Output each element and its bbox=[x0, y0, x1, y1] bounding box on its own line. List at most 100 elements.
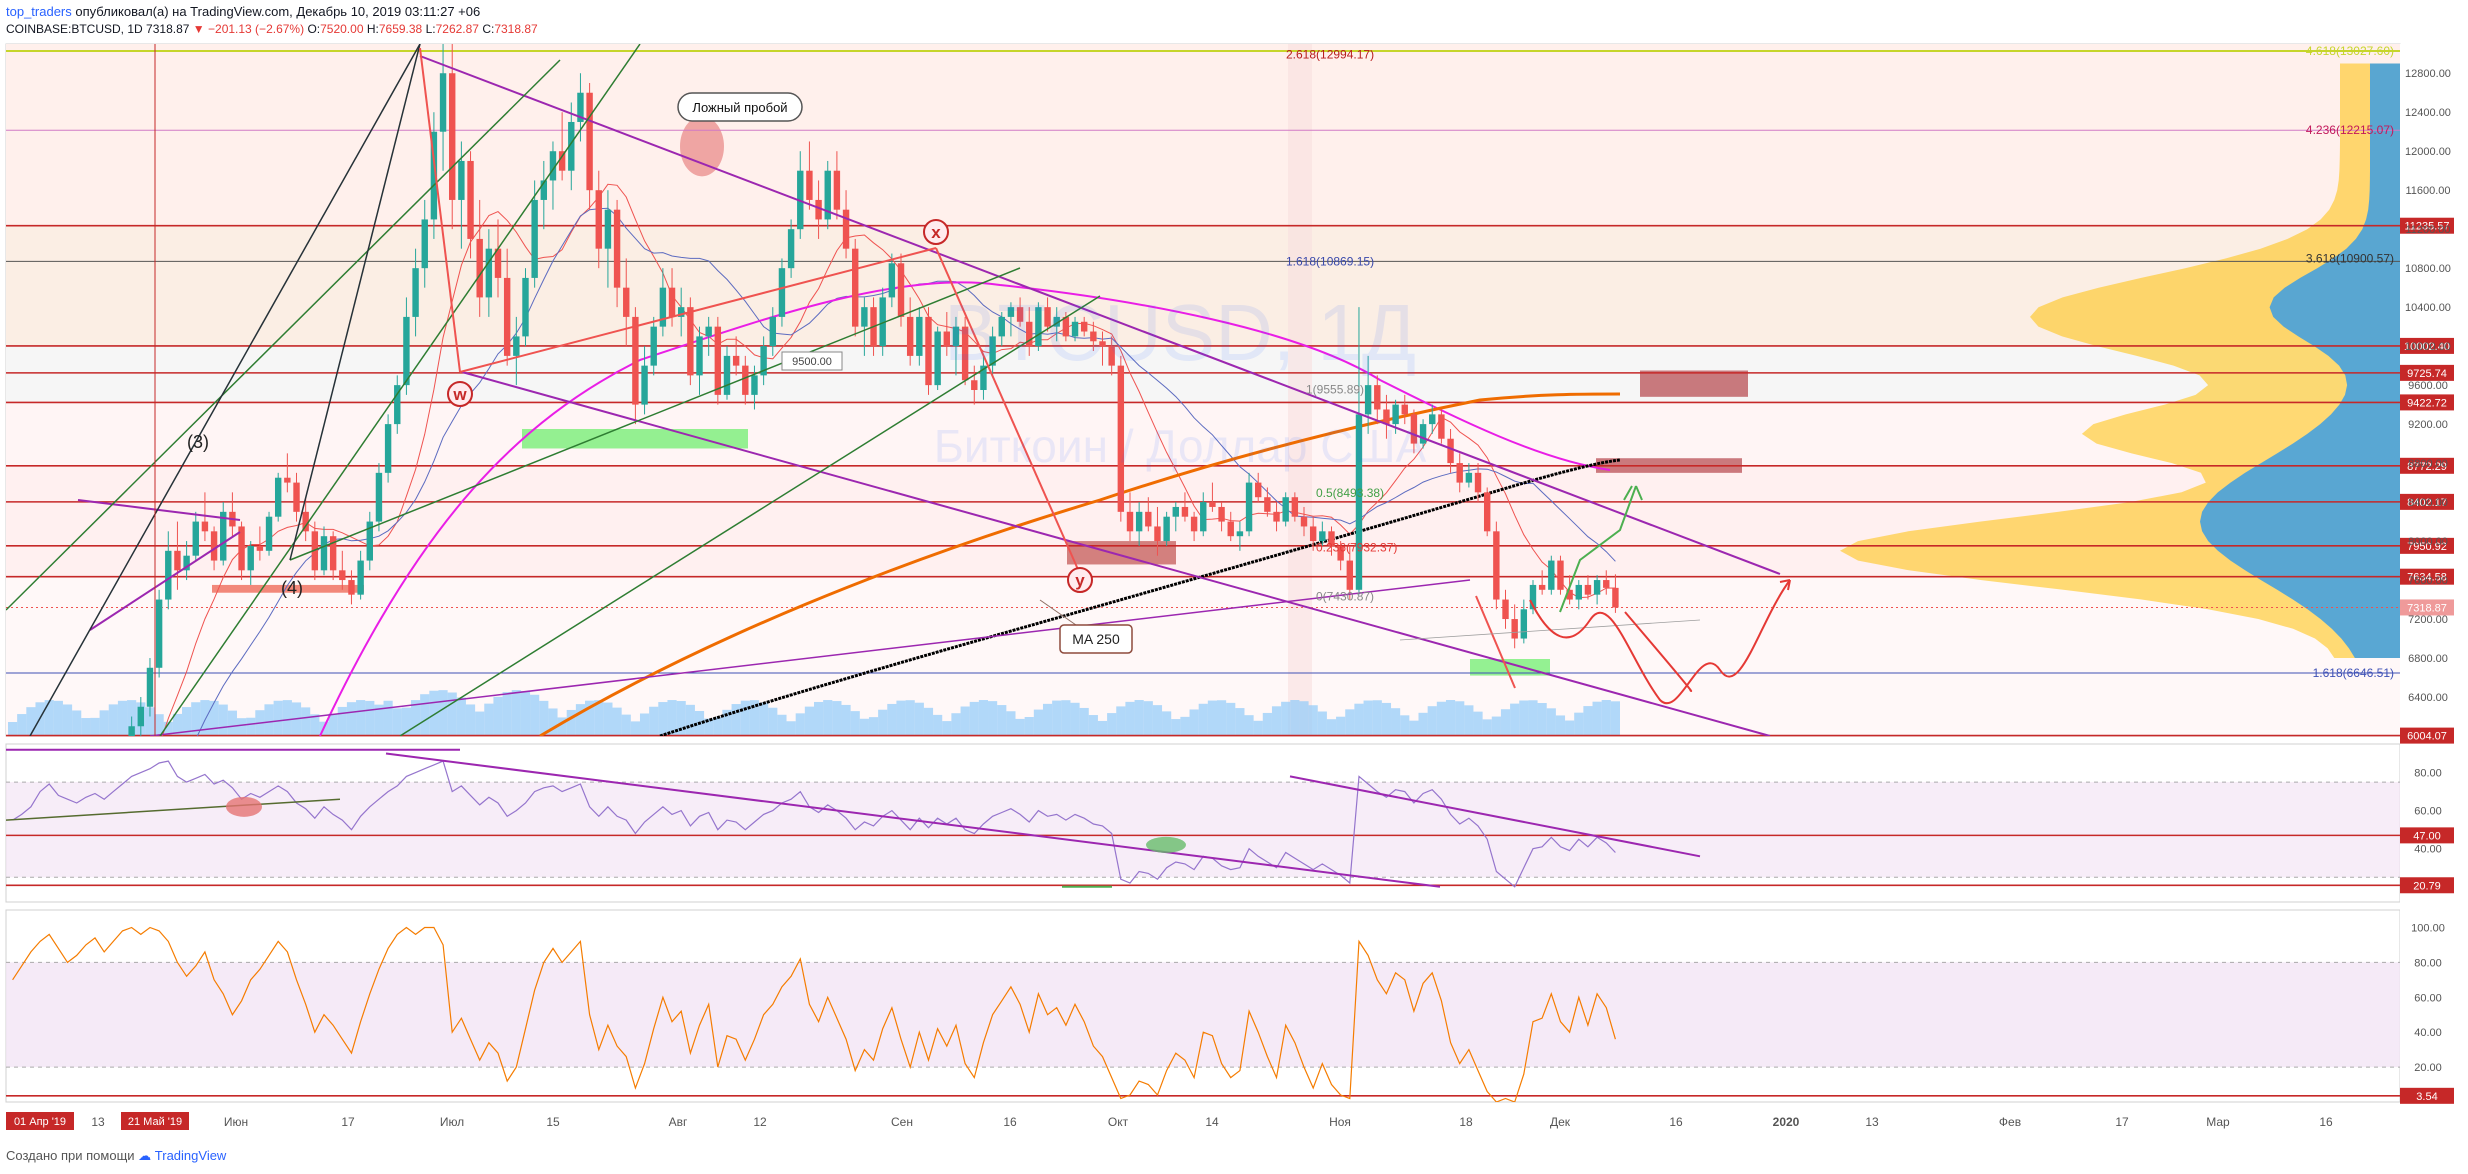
volume-bar bbox=[997, 705, 1007, 736]
candle-body bbox=[1309, 526, 1317, 542]
price-tick-label: 8000.00 bbox=[2408, 536, 2448, 548]
rsi-trend-purple-2 bbox=[1289, 775, 1701, 858]
volume-bar bbox=[1207, 700, 1217, 736]
rsi-tick-label: 80.00 bbox=[2414, 768, 2442, 780]
btcusd-chart[interactable]: BTCUSD, 1Д Биткоин / Доллар США 2.618(12… bbox=[0, 0, 2468, 1140]
volume-bar bbox=[438, 690, 448, 736]
volume-bar bbox=[447, 692, 457, 736]
volume-bar bbox=[832, 701, 842, 736]
volume-bar bbox=[1107, 713, 1117, 736]
volume-bar bbox=[26, 707, 36, 736]
candle-body bbox=[1575, 584, 1582, 600]
candle-body bbox=[265, 516, 273, 551]
candle-body bbox=[586, 92, 593, 191]
candle-body bbox=[558, 151, 566, 171]
candle-body bbox=[952, 326, 960, 347]
high-label: H: bbox=[366, 22, 379, 36]
price-tick-label: 11600.00 bbox=[2405, 185, 2450, 197]
candle-body bbox=[1557, 560, 1564, 590]
ma250-pointer bbox=[1039, 599, 1077, 626]
candle-body bbox=[183, 555, 190, 571]
rsi-tick-label: 60.00 bbox=[2414, 806, 2442, 818]
stoch-indicator bbox=[6, 926, 2400, 1102]
candle-body bbox=[1255, 482, 1262, 498]
volume-bar bbox=[823, 700, 833, 736]
candle-body bbox=[1346, 560, 1354, 590]
wave-w-label-circle bbox=[447, 381, 473, 407]
fib-label: 0.5(8493.38) bbox=[1316, 486, 1384, 500]
ma-250 bbox=[659, 458, 1621, 736]
green-line-4 bbox=[399, 295, 1101, 736]
candle-body bbox=[339, 570, 346, 581]
candle-body bbox=[980, 365, 987, 390]
wave-x-label: x bbox=[931, 223, 941, 242]
time-tick-label: Мар bbox=[2206, 1115, 2230, 1129]
candles bbox=[128, 44, 1619, 736]
volume-bar bbox=[1326, 719, 1337, 736]
volume-bar bbox=[154, 714, 164, 736]
rsi-indicator bbox=[6, 748, 2400, 888]
candle-body bbox=[348, 580, 355, 595]
volume-bar bbox=[1574, 712, 1584, 736]
candle-body bbox=[1520, 609, 1528, 639]
volume-bar bbox=[1116, 706, 1126, 736]
volume-bar bbox=[575, 704, 586, 736]
candle-body bbox=[787, 229, 795, 269]
volume-bar bbox=[988, 701, 998, 736]
candle-body bbox=[879, 297, 886, 347]
green-projection bbox=[1559, 485, 1637, 613]
price-tick-label: 6400.00 bbox=[2408, 692, 2448, 704]
candle-body bbox=[897, 263, 905, 317]
level-tag bbox=[2400, 337, 2454, 354]
candle-body bbox=[650, 326, 657, 366]
stoch-line bbox=[12, 926, 1616, 1102]
volume-bar bbox=[1601, 700, 1611, 736]
volume-bar bbox=[585, 700, 595, 736]
candle-body bbox=[1007, 307, 1015, 317]
drop-arrow-line bbox=[1475, 595, 1516, 689]
ma-short-red bbox=[161, 183, 1616, 736]
volume-profile-down bbox=[2200, 63, 2400, 659]
volume-bar bbox=[465, 704, 476, 736]
volume-bar bbox=[1262, 712, 1272, 736]
candle-body bbox=[1264, 497, 1271, 512]
candle-body bbox=[1016, 307, 1024, 322]
level-tag-label: 8402.17 bbox=[2407, 497, 2447, 509]
candle-body bbox=[485, 248, 493, 298]
candle-body bbox=[1383, 409, 1390, 425]
candle-body bbox=[1419, 424, 1427, 444]
level-tag-label: 8772.29 bbox=[2407, 461, 2447, 473]
volume-bar bbox=[411, 700, 421, 736]
time-axis[interactable] bbox=[6, 1108, 2400, 1134]
candle-body bbox=[1328, 531, 1335, 546]
volume-bar bbox=[1006, 711, 1016, 736]
time-tag-label: 21 Май '19 bbox=[128, 1116, 182, 1128]
level-tag bbox=[2400, 493, 2454, 510]
channel-lower bbox=[461, 371, 1771, 736]
candle-body bbox=[1548, 560, 1555, 590]
volume-bar bbox=[658, 702, 668, 736]
candle-body bbox=[165, 550, 172, 600]
candle-body bbox=[1145, 511, 1152, 527]
open-label: O: bbox=[307, 22, 321, 36]
price-tick-label: 10800.00 bbox=[2405, 263, 2451, 275]
candle-body bbox=[751, 375, 758, 395]
tradingview-link[interactable]: TradingView bbox=[154, 1148, 227, 1163]
volume-bar bbox=[1528, 700, 1538, 736]
candle-body bbox=[623, 287, 630, 317]
volume-bar bbox=[1473, 711, 1483, 736]
candle-body bbox=[971, 380, 978, 390]
time-tag-label: 01 Апр '19 bbox=[14, 1116, 66, 1128]
candle-body bbox=[815, 199, 822, 220]
zone-3 bbox=[1640, 370, 1748, 397]
volume-bar bbox=[420, 694, 430, 736]
author-link[interactable]: top_traders bbox=[6, 4, 72, 19]
volume-bar bbox=[1281, 701, 1291, 736]
candle-body bbox=[1364, 385, 1372, 415]
candle-body bbox=[1126, 511, 1134, 532]
rsi-level-tag-label: 47.00 bbox=[2413, 830, 2441, 842]
wave-3-label: (3) bbox=[187, 432, 209, 452]
candle-body bbox=[998, 316, 1005, 337]
candle-body bbox=[760, 346, 767, 376]
candle-body bbox=[668, 287, 676, 317]
